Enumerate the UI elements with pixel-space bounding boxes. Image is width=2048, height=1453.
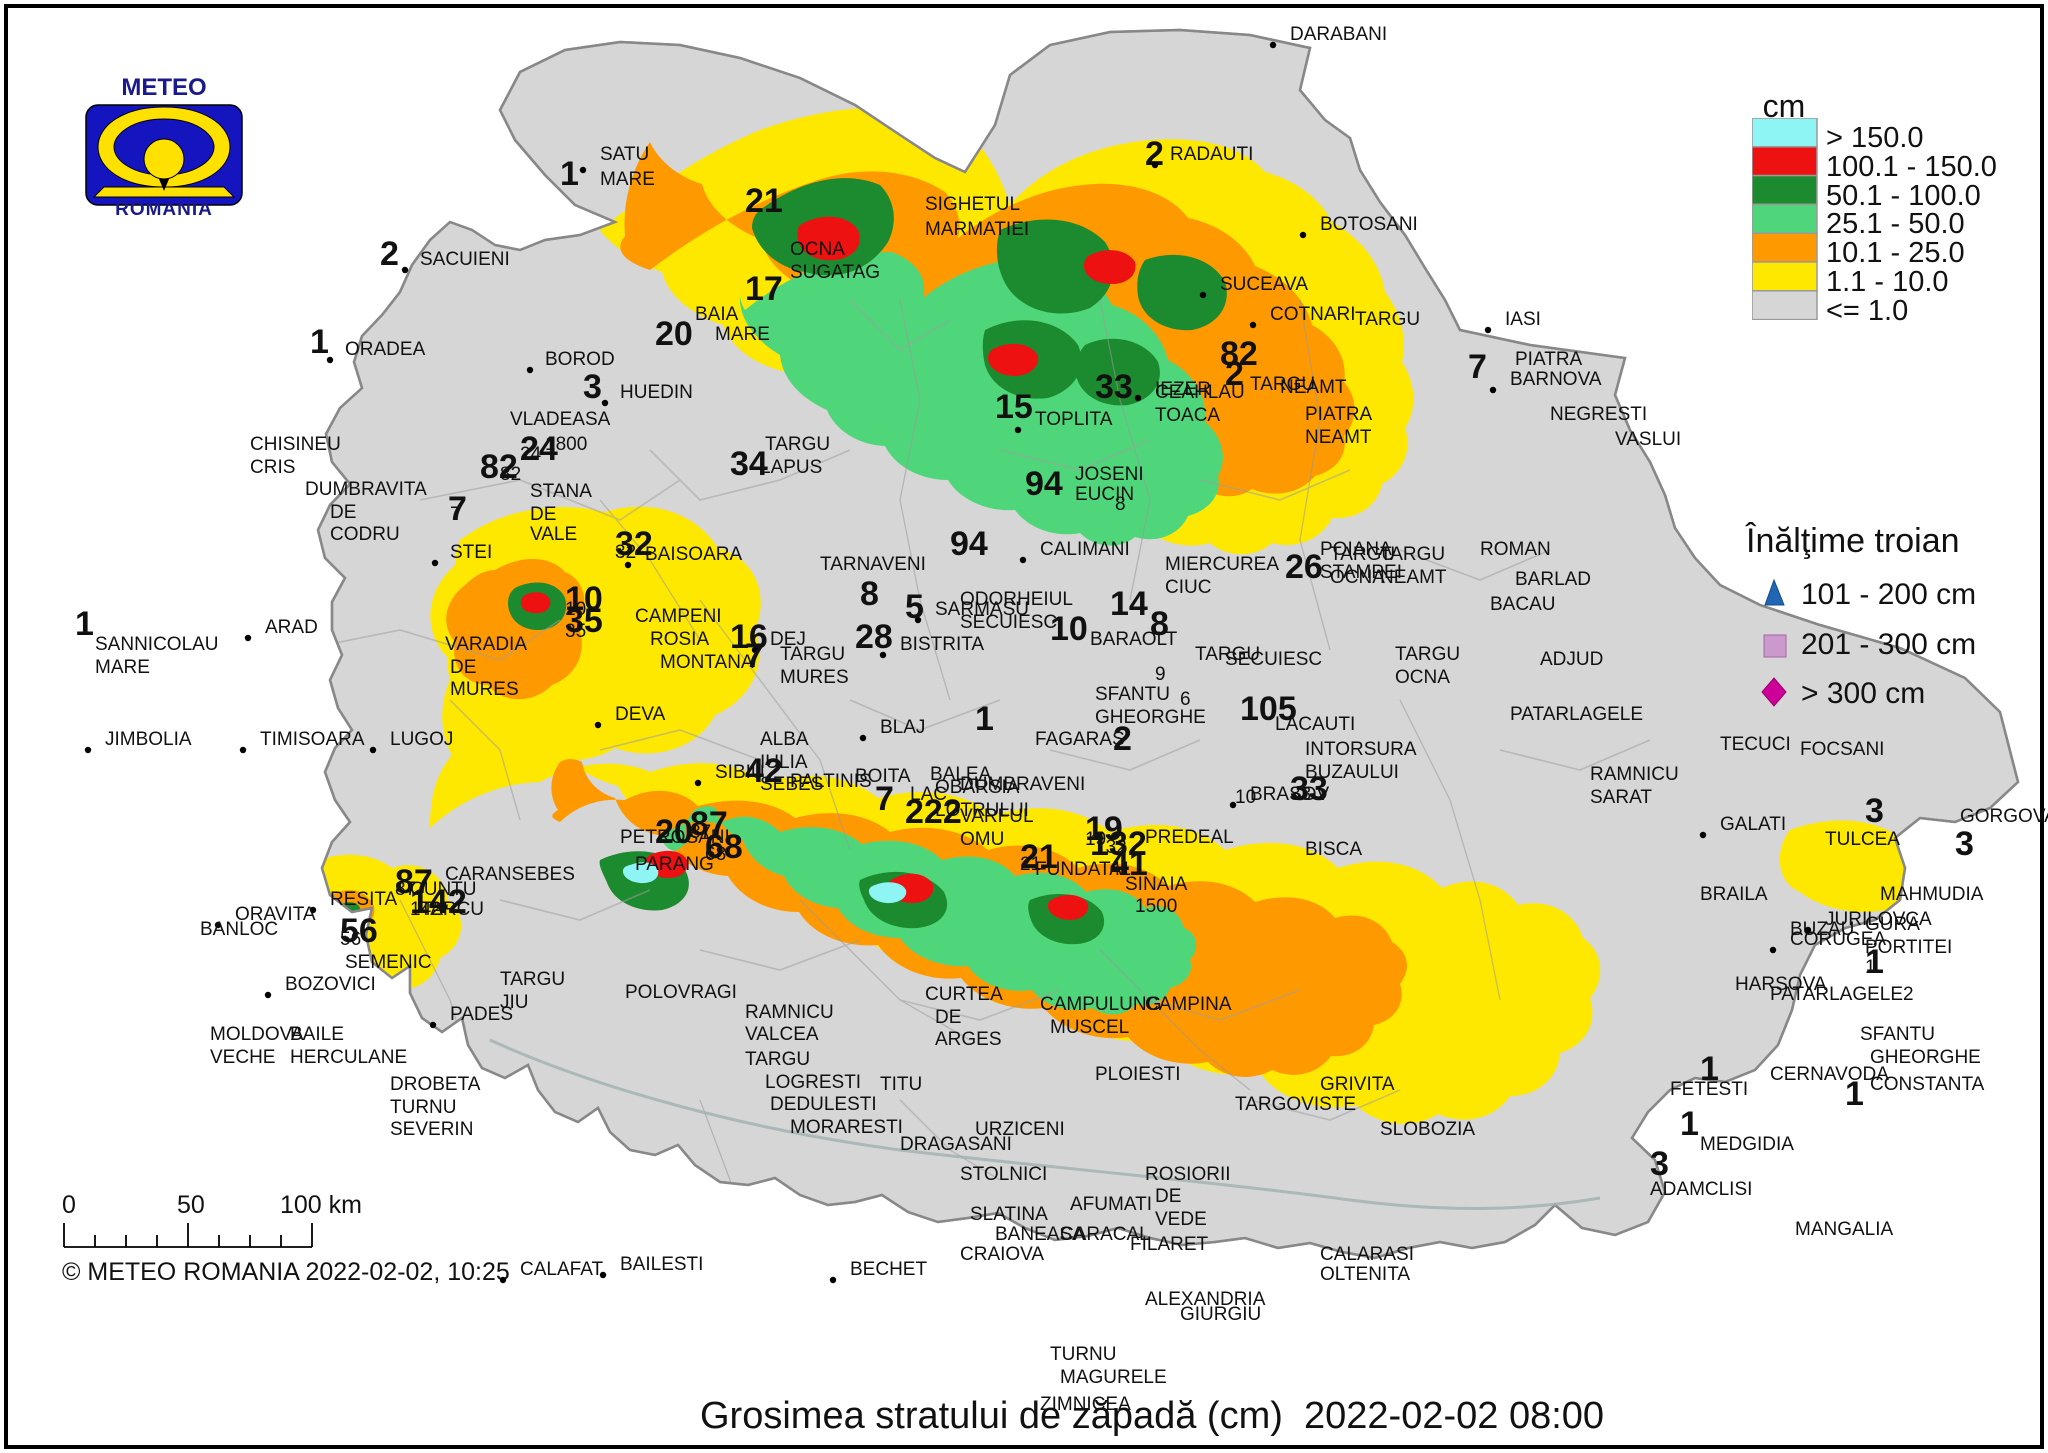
svg-text:201 - 300 cm: 201 - 300 cm — [1801, 628, 1976, 661]
svg-text:0: 0 — [62, 1195, 76, 1219]
svg-text:ROMANIA: ROMANIA — [115, 199, 213, 220]
svg-text:100 km: 100 km — [280, 1195, 362, 1219]
svg-text:> 300 cm: > 300 cm — [1801, 677, 1925, 710]
svg-text:50: 50 — [177, 1195, 205, 1219]
svg-text:101 - 200 cm: 101 - 200 cm — [1801, 578, 1976, 611]
svg-text:METEO: METEO — [121, 75, 206, 101]
